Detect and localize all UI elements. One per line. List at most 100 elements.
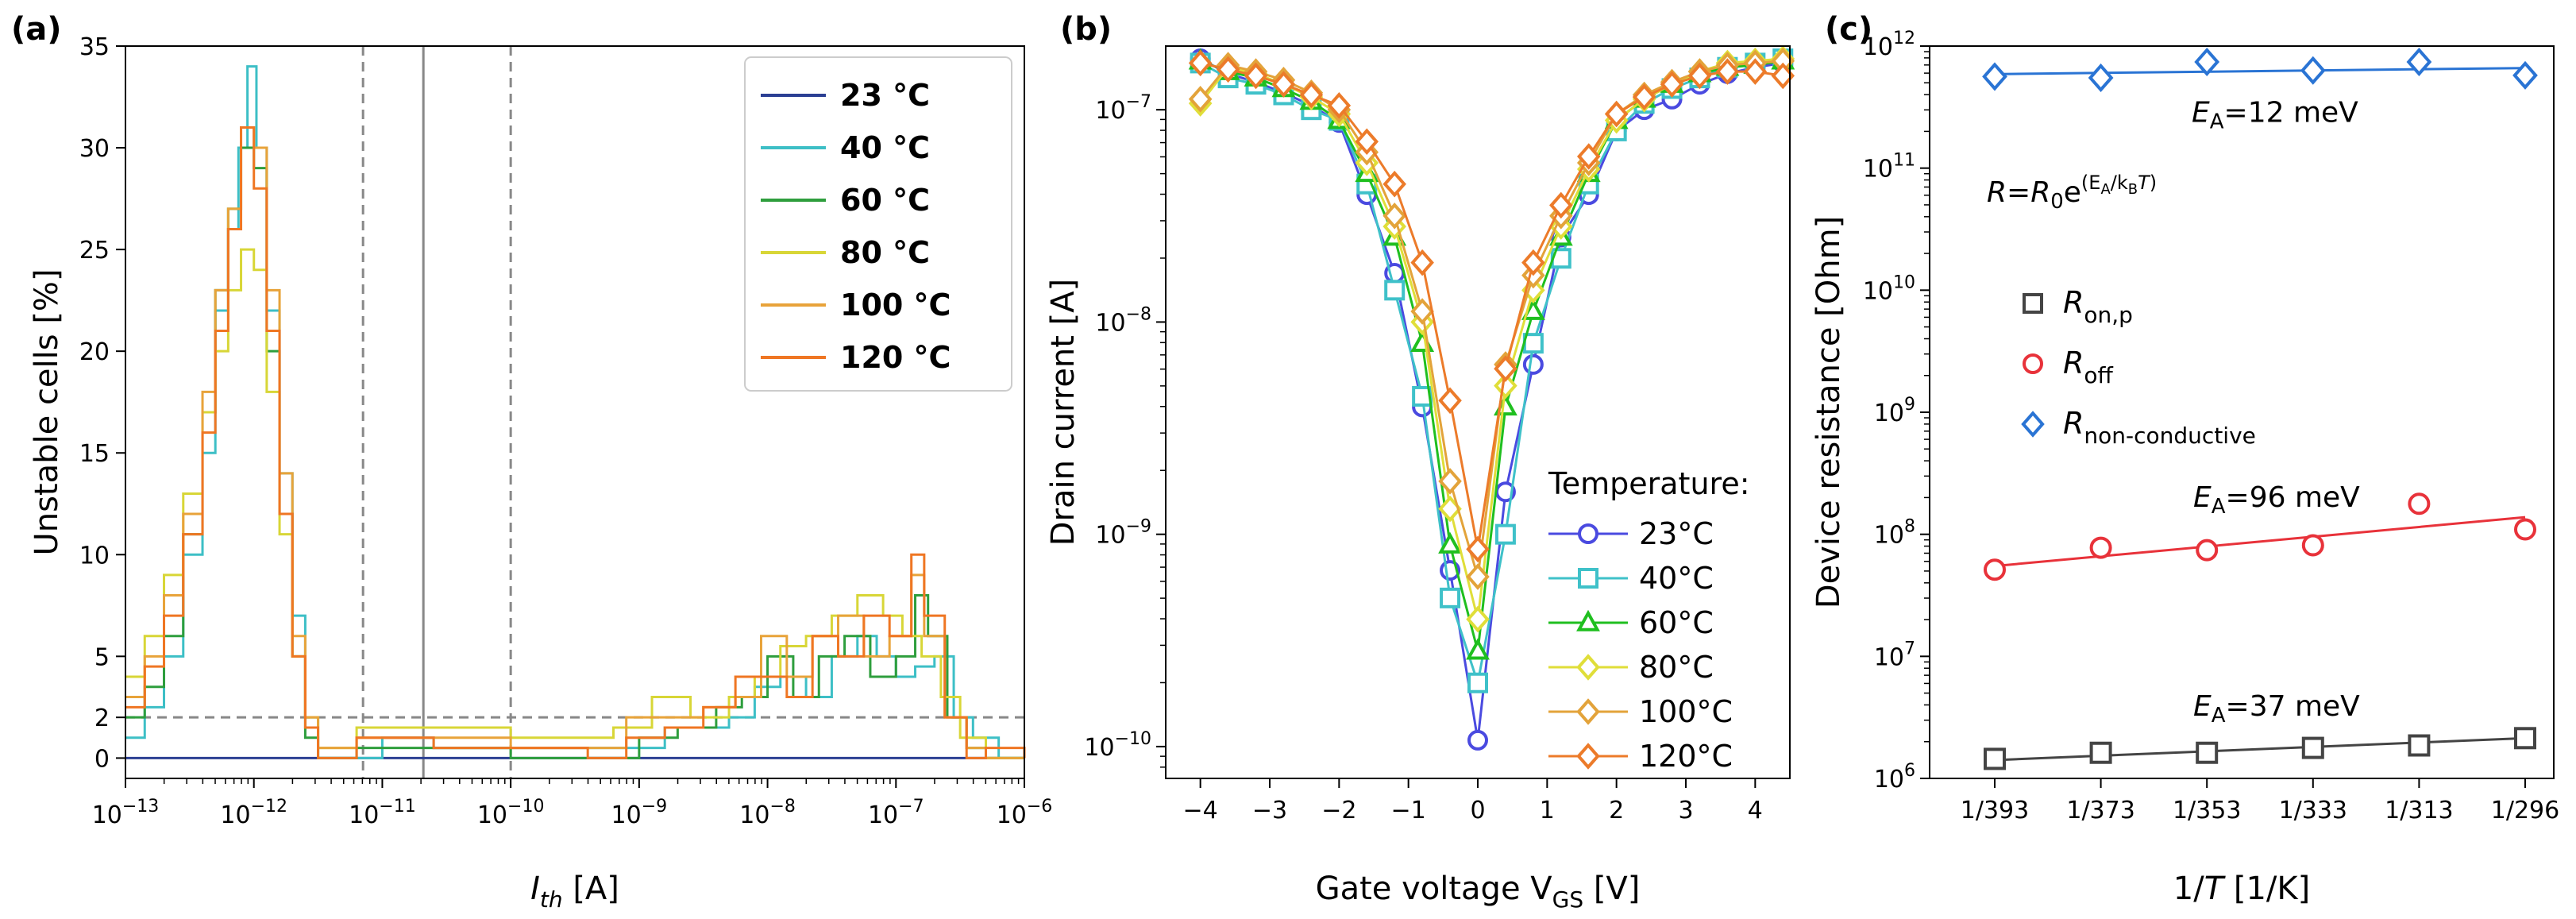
legend-label-3: 80 °C [840,235,930,270]
panel-b-y-ticks: 10−1010−910−810−7 [1084,92,1166,768]
y-tick-label-4-base: 10 [1863,277,1893,305]
series-2-point [2512,60,2538,90]
series-5-point [1715,58,1740,85]
series-4-point [1438,468,1462,495]
annotation-value: =96 meV [2226,481,2361,514]
legend-label-1: 40°C [1639,561,1714,596]
series-0-point [1984,747,2006,770]
legend-swatch-marker-5 [1576,743,1600,770]
series-annotation-0: EA=37 meV [2193,690,2360,728]
x-tick-label-4: 10−9 [611,797,668,829]
series-5-point [1632,83,1656,110]
series-0-point [1522,353,1544,375]
x-tick-label-0: 1/393 [1961,797,2029,824]
y-tick-label-0: 10−10 [1084,729,1151,762]
series-5-point [1743,58,1768,85]
x-tick-label-7: 3 [1678,797,1693,824]
panel-label-b: (b) [1060,11,1112,48]
x-tick-label-7-base: 10 [997,801,1027,829]
y-tick-label-6-exp: 12 [1893,29,1915,48]
y-tick-label-0-base: 10 [1084,734,1114,762]
panel-c-x-ticks: 1/393 1/373 1/353 1/333 1/313 1/296 [1961,778,2559,824]
panel-a-plot-area [125,46,1026,778]
series-line-5 [125,125,1026,759]
series-2-point [1466,638,1490,660]
series-1-point [1494,523,1516,545]
series-4-point [1188,86,1213,113]
panel-a-x-ticks: 10−13 10−12 10−11 10−10 10−9 10−8 10−7 10−6 [92,778,1052,829]
series-2-point [2088,63,2114,92]
y-tick-label-1-base: 10 [1874,643,1904,671]
x-tick-label-2: 1/353 [2173,797,2241,824]
legend-label-4: 100 °C [840,288,951,322]
series-1-point [2089,536,2112,559]
panel-b-x-ticks: −4 −3 −2 −1 0 1 2 3 4 [1183,778,1763,824]
x-tick-label-2-exp: −11 [379,797,415,817]
series-5-point [1438,387,1462,415]
legend-label-main: R [2063,406,2084,441]
series-fit-line-1 [1994,515,2526,568]
series-line-3 [125,248,1024,759]
panel-a-x-axis-label-sub: th [540,886,563,913]
y-tick-label-2-exp: −8 [1126,304,1151,324]
series-2-point [1438,531,1463,554]
x-tick-label-5-exp: −8 [769,797,795,817]
legend-label-2: 60°C [1639,605,1714,640]
x-tick-label-3: 10−10 [477,797,545,829]
y-tick-label-6-base: 10 [1863,33,1893,61]
series-1-point [1440,587,1461,608]
annotation-value: =12 meV [2224,96,2359,129]
y-tick-label-2-base: 10 [1095,309,1125,337]
x-tick-label-1: 1/373 [2066,797,2134,824]
legend-label-0: Ron,p [2063,285,2133,328]
panel-a-x-axis-label-main: I [530,871,540,907]
series-line-0 [1199,57,1784,741]
series-2-point [2194,47,2220,77]
legend-swatch-marker-4 [1576,698,1600,725]
series-4-point [1466,563,1490,590]
formula-exp-mid: /k [2111,172,2128,194]
panel-c-x-axis-label-rest: [1/K] [2223,871,2310,907]
legend-label-sub: non-conductive [2084,423,2255,449]
panel-b-legend-title: Temperature: [1548,466,1750,501]
legend-marker-2 [2021,411,2045,438]
series-2-point [1982,62,2007,91]
legend-label-2: Rnon-conductive [2063,406,2256,449]
formula-exp-open: (E [2081,172,2101,194]
panel-b-x-axis-label-rest: [V] [1583,871,1640,907]
series-group-0 [1190,48,1794,751]
series-fit-line-0 [1994,736,2526,762]
series-5-point [1687,62,1712,90]
series-5-point [1466,535,1490,563]
y-tick-label-5: 20 [79,338,110,366]
legend-label-0: 23 °C [840,78,930,113]
y-tick-label-5: 1011 [1863,151,1915,183]
series-5-point [1604,100,1629,128]
formula-exp-close: ) [2150,172,2157,194]
x-tick-label-4-base: 10 [611,801,642,829]
legend-swatch-marker-2 [1576,609,1600,631]
series-1-point [2408,492,2431,515]
series-0-point [1467,729,1488,751]
annotation-value: =37 meV [2226,690,2361,723]
panel-label-c: (c) [1825,11,1872,48]
x-tick-label-3: −1 [1391,797,1426,824]
y-tick-label-2: 10−8 [1095,304,1151,337]
y-tick-label-3: 10−7 [1095,92,1151,125]
y-tick-label-3-base: 10 [1874,400,1904,427]
series-0-point [2089,741,2112,764]
y-tick-label-3-exp: −7 [1126,92,1151,112]
series-1-point [1412,385,1433,407]
panel-b-y-axis-label: Drain current [A] [1045,279,1082,546]
formula-r0: R [2030,176,2050,209]
y-tick-label-6: 1012 [1863,29,1915,61]
panel-c-x-axis-label-pre: 1/ [2173,871,2204,907]
series-1-point [1467,672,1488,693]
legend-label-0: 23°C [1639,516,1714,551]
series-4-point [1382,203,1406,230]
formula-exp-sub-b: B [2128,181,2138,198]
y-tick-label-0-exp: −10 [1115,729,1151,749]
legend-label-4: 100°C [1639,694,1733,729]
series-line-1 [1199,57,1784,684]
